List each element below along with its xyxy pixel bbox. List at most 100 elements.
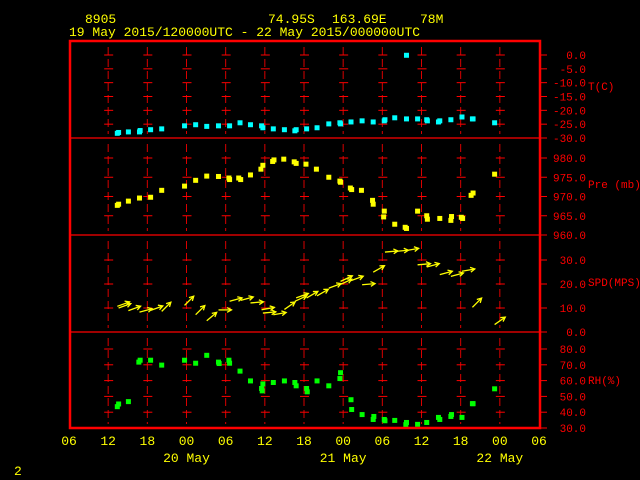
pressure-point (258, 166, 264, 172)
wind-arrow (439, 269, 454, 276)
pressure-point (148, 194, 154, 200)
wind-arrow-head (290, 301, 297, 307)
page-number: 2 (14, 464, 22, 479)
pressure-point (460, 215, 466, 221)
wind-arrow-head (135, 304, 142, 311)
wind-arrow-shaft (161, 301, 172, 312)
wind-arrow (195, 304, 206, 316)
rh-panel: 80.0 70.0 60.0 50.0 40.0 30.0 RH(%) (104, 338, 621, 436)
wind-arrow-shaft (261, 306, 275, 311)
temperature-point (392, 115, 398, 121)
rh-point (326, 383, 332, 389)
pressure-point (424, 213, 430, 219)
temperature-point (182, 123, 188, 129)
wind-arrow-head (199, 304, 206, 311)
wind-arrow-shaft (328, 283, 342, 289)
temperature-point (470, 116, 476, 122)
wind-arrow-head (323, 288, 330, 294)
wind-arrow-shaft (206, 311, 218, 322)
wind-arrow-head (347, 274, 354, 281)
temperature-point (338, 121, 344, 127)
wind-arrow-shaft (240, 296, 254, 301)
wind-arrow-shaft (439, 270, 453, 276)
y-tick-label: 20.0 (560, 280, 586, 292)
wind-arrow-shaft (461, 268, 475, 272)
x-tick-label: 12 (257, 434, 273, 449)
rh-point (382, 418, 388, 424)
wind-arrow (426, 261, 441, 268)
pressure-point (193, 177, 199, 183)
pressure-point (437, 215, 443, 221)
pressure-point (492, 171, 498, 177)
wind-arrow-head (476, 297, 483, 304)
y-tick-label: 980.0 (553, 154, 586, 166)
rh-point (259, 388, 265, 394)
pressure-point (370, 201, 376, 207)
rh-point (216, 361, 222, 367)
wind-arrow-shaft (284, 301, 296, 310)
wind-arrow-shaft (316, 288, 329, 297)
rh-point (247, 378, 253, 384)
x-date-label: 21 May (320, 451, 367, 466)
rh-point (392, 417, 398, 423)
wind-arrow (362, 280, 377, 287)
pressure-point (293, 160, 299, 166)
wind-arrow-head (165, 301, 172, 308)
pressure-point (326, 174, 332, 180)
wind-arrow (295, 292, 310, 299)
pressure-point (349, 187, 355, 193)
rh-point (349, 407, 355, 413)
pressure-point (215, 173, 221, 179)
wind-arrow (494, 316, 507, 326)
wind-arrow-shaft (295, 292, 309, 299)
rh-point (424, 419, 430, 425)
y-tick-label: -10.0 (553, 79, 586, 91)
wind-arrow-head (469, 266, 477, 273)
pressure-point (338, 179, 344, 185)
y-tick-label: 965.0 (553, 212, 586, 224)
wind-arrow-head (312, 290, 320, 297)
wind-arrow-head (237, 296, 244, 302)
wind-arrow (250, 299, 265, 306)
pressure-point (281, 156, 287, 162)
wind-arrow (240, 295, 255, 301)
rh-point (204, 352, 210, 358)
temperature-point (492, 120, 498, 126)
wind-arrow (372, 265, 386, 273)
wind-arrow (450, 271, 465, 277)
wind-arrow-head (211, 311, 218, 318)
rh-point (137, 357, 143, 363)
pressure-point (392, 221, 398, 227)
wind-arrow-head (157, 304, 165, 311)
pressure-point (159, 187, 165, 193)
rh-point (449, 412, 455, 418)
rh-point (114, 404, 120, 410)
wind-arrow-shaft (195, 305, 206, 316)
temperature-point (281, 127, 287, 133)
wind-arrow (306, 290, 320, 299)
x-tick-label: 18 (140, 434, 156, 449)
pressure-point (260, 162, 266, 168)
y-tick-label: 0.0 (566, 328, 586, 340)
temperature-point (215, 123, 221, 129)
wind-arrow-shaft (150, 305, 164, 312)
pressure-point (182, 183, 188, 189)
y-tick-label: -20.0 (553, 106, 586, 118)
x-tick-label: 06 (218, 434, 234, 449)
pressure-axis-label: Pre (mb) (588, 180, 640, 192)
temperature-panel: 0.0 -5.0 -10.0 -15.0-20.0 -25.0 -30.0 T(C) (104, 47, 614, 146)
temperature-point (448, 117, 454, 123)
y-tick-label: 50.0 (560, 392, 586, 404)
wind-arrow (150, 304, 165, 312)
y-tick-label: -15.0 (553, 93, 586, 105)
wind-arrow-head (447, 269, 454, 276)
x-tick-label: 18 (296, 434, 312, 449)
pressure-point (403, 225, 409, 231)
x-tick-label: 06 (375, 434, 391, 449)
rh-point (226, 357, 232, 363)
rh-point (459, 414, 465, 420)
wind-arrow-shaft (350, 275, 364, 282)
x-tick-label: 12 (414, 434, 430, 449)
rh-point (292, 379, 298, 385)
wind-arrow-shaft (306, 290, 319, 299)
